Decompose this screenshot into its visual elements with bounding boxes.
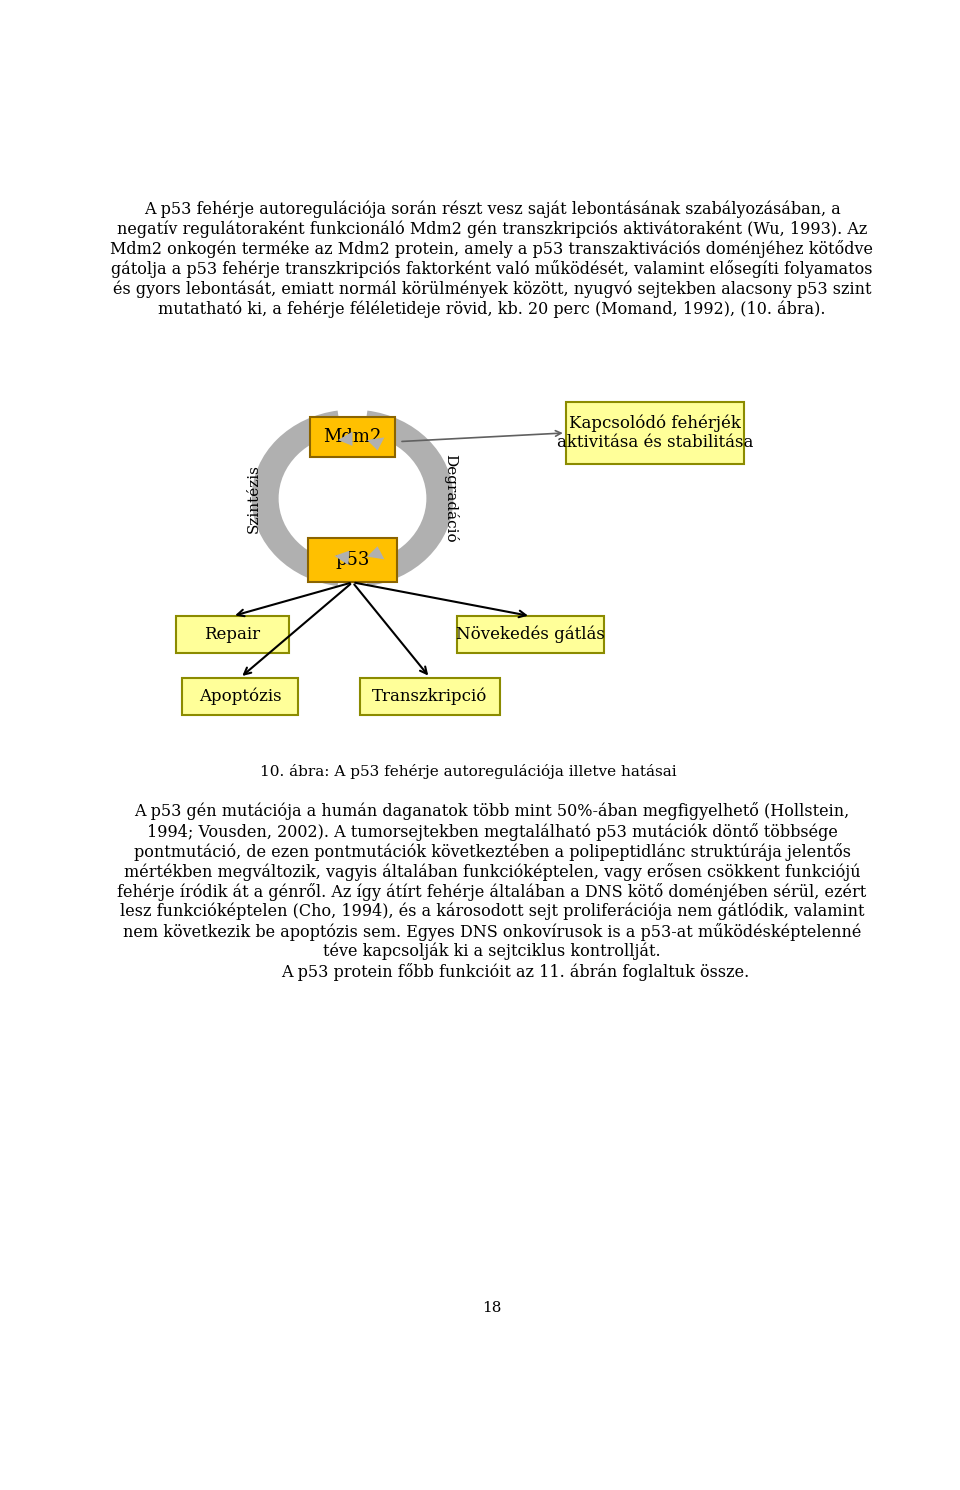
FancyBboxPatch shape (177, 617, 289, 653)
FancyBboxPatch shape (310, 417, 396, 457)
FancyBboxPatch shape (457, 617, 605, 653)
Text: p53: p53 (335, 551, 370, 569)
Text: gátolja a p53 fehérje transzkripciós faktorként való működését, valamint elősegí: gátolja a p53 fehérje transzkripciós fak… (111, 261, 873, 279)
Polygon shape (367, 438, 384, 450)
Text: Apoptózis: Apoptózis (199, 687, 281, 705)
Text: Szintézis: Szintézis (247, 463, 261, 533)
Text: Mdm2 onkogén terméke az Mdm2 protein, amely a p53 transzaktivációs doménjéhez kö: Mdm2 onkogén terméke az Mdm2 protein, am… (110, 240, 874, 258)
Text: lesz funkcióképtelen (Cho, 1994), és a károsodott sejt proliferációja nem gátlód: lesz funkcióképtelen (Cho, 1994), és a k… (120, 903, 864, 921)
Text: Kapcsolódó fehérjék
aktivitása és stabilitása: Kapcsolódó fehérjék aktivitása és stabil… (557, 414, 753, 451)
Text: Degradáció: Degradáció (444, 454, 459, 542)
Text: A p53 protein főbb funkcióit az 11. ábrán foglaltuk össze.: A p53 protein főbb funkcióit az 11. ábrá… (281, 963, 750, 980)
FancyBboxPatch shape (182, 678, 299, 715)
Text: mutatható ki, a fehérje féléletideje rövid, kb. 20 perc (Momand, 1992), (10. ábr: mutatható ki, a fehérje féléletideje röv… (158, 301, 826, 317)
Text: 18: 18 (482, 1301, 502, 1316)
Text: 10. ábra: A p53 fehérje autoregulációja illetve hatásai: 10. ábra: A p53 fehérje autoregulációja … (260, 764, 677, 779)
Polygon shape (334, 551, 349, 565)
FancyBboxPatch shape (360, 678, 500, 715)
Text: Transzkripció: Transzkripció (372, 687, 488, 705)
Text: A p53 gén mutációja a humán daganatok több mint 50%-ában megfigyelhető (Hollstei: A p53 gén mutációja a humán daganatok tö… (134, 803, 850, 821)
Polygon shape (338, 432, 352, 446)
Text: és gyors lebontását, emiatt normál körülmények között, nyugvó sejtekben alacsony: és gyors lebontását, emiatt normál körül… (112, 280, 872, 298)
Text: nem következik be apoptózis sem. Egyes DNS onkovírusok is a p53-at működésképtel: nem következik be apoptózis sem. Egyes D… (123, 922, 861, 940)
Text: A p53 fehérje autoregulációja során részt vesz saját lebontásának szabályozásába: A p53 fehérje autoregulációja során rész… (144, 200, 840, 218)
Text: Repair: Repair (204, 626, 260, 644)
FancyBboxPatch shape (565, 402, 744, 463)
Text: 1994; Vousden, 2002). A tumorsejtekben megtalálható p53 mutációk döntő többsége: 1994; Vousden, 2002). A tumorsejtekben m… (147, 822, 837, 840)
Text: mértékben megváltozik, vagyis általában funkcióképtelen, vagy erősen csökkent fu: mértékben megváltozik, vagyis általában … (124, 863, 860, 881)
Text: negatív regulátoraként funkcionáló Mdm2 gén transzkripciós aktivátoraként (Wu, 1: negatív regulátoraként funkcionáló Mdm2 … (117, 221, 867, 238)
FancyBboxPatch shape (308, 538, 397, 583)
Text: téve kapcsolják ki a sejtciklus kontrollját.: téve kapcsolják ki a sejtciklus kontroll… (324, 943, 660, 960)
Text: pontmutáció, de ezen pontmutációk következtében a polipeptidlánc struktúrája jel: pontmutáció, de ezen pontmutációk követk… (133, 842, 851, 861)
Text: fehérje íródik át a génről. Az így átírt fehérje általában a DNS kötő doménjében: fehérje íródik át a génről. Az így átírt… (117, 882, 867, 900)
Text: Mdm2: Mdm2 (324, 428, 382, 446)
Text: Növekedés gátlás: Növekedés gátlás (456, 626, 605, 644)
Polygon shape (367, 547, 384, 559)
